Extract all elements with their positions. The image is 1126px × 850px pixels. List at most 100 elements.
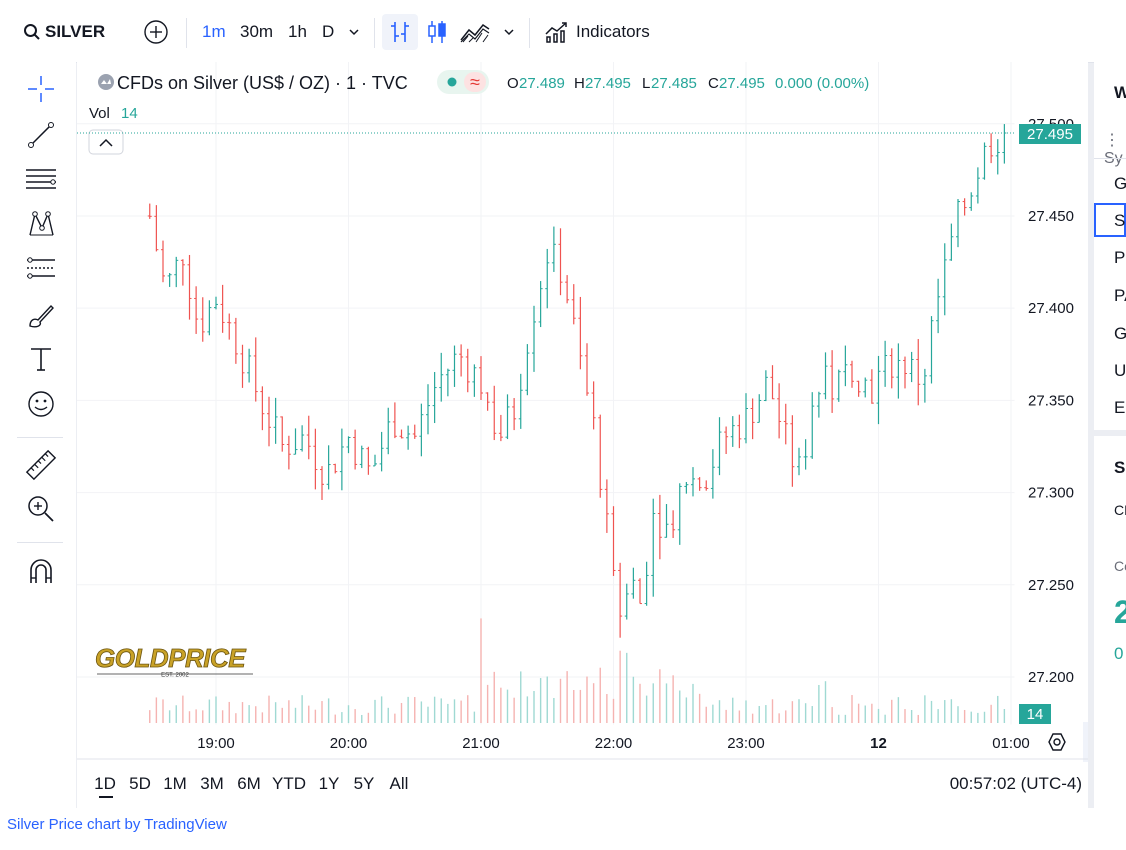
brush-tool[interactable] [24,300,58,334]
watchlist-item[interactable]: EU [1114,398,1126,417]
interval-1h[interactable]: 1h [288,14,307,50]
ohlc-bar [757,394,762,423]
svg-text:C: C [708,75,719,92]
volume-bar [679,690,681,723]
chart-settings-button[interactable] [1048,733,1066,751]
text-icon [28,345,54,378]
volume-bar [824,681,827,723]
ohlc-bar [253,337,258,402]
emoji-tool[interactable] [24,389,58,423]
text-tool[interactable] [24,344,58,378]
chart-pane[interactable]: GOLDPRICE EST. 2002 CFDs on Silver (US$ … [77,62,1088,808]
trend-line-icon [26,120,56,155]
pattern-tool[interactable] [24,209,58,243]
ohlc-bar [267,396,271,447]
time-tick-label: 12 [870,735,887,752]
ohlc-bar [836,369,841,402]
watchlist-item[interactable]: G [1114,324,1126,343]
ohlc-bar [346,436,351,454]
area-chart-button[interactable] [459,14,491,50]
volume-bar [361,714,363,723]
compare-button[interactable] [143,14,169,50]
trend-line-tool[interactable] [24,120,58,154]
volume-bar [831,707,833,723]
details-change: 0 [1114,644,1124,663]
details-symbol: SI [1114,458,1126,477]
ohlc-bar [180,259,185,286]
volume-bar [195,709,197,723]
collapse-legend-button[interactable] [88,129,124,155]
ohlc-bar [843,345,848,387]
chart-caption-link[interactable]: Silver Price chart by TradingView [7,816,227,833]
ohlc-bar [194,286,199,334]
volume-bar [380,696,383,723]
volume-bar [930,700,933,723]
zoom-tool[interactable] [24,494,58,528]
range-button-1m[interactable]: 1M [163,774,187,793]
watchlist-item[interactable]: PA [1114,286,1126,305]
ohlc-bar [810,392,815,459]
watchlist-item[interactable]: U [1114,361,1126,380]
ohlc-bars [147,124,1007,638]
volume-bar [394,713,396,723]
volume-bar [917,714,919,723]
candles-button[interactable] [425,14,449,50]
top-toolbar: SILVER 1m 30m 1h D [7,0,1126,63]
interval-d[interactable]: D [322,14,334,50]
range-button-all[interactable]: All [390,774,409,793]
range-button-6m[interactable]: 6M [237,774,261,793]
watchlist-item[interactable]: PI [1114,248,1126,267]
crosshair-tool[interactable] [24,74,58,108]
clock[interactable]: 00:57:02 (UTC-4) [950,774,1082,793]
indicators-button[interactable]: Indicators [544,14,650,50]
volume-bar [983,711,986,723]
range-button-ytd[interactable]: YTD [272,774,306,793]
price-scale[interactable]: 27.20027.25027.30027.35027.40027.45027.5… [1028,116,1074,686]
ohlc-bar [571,284,576,325]
volume-bar [619,650,621,723]
volume-bar [274,702,277,723]
ruler-tool[interactable] [24,449,58,484]
watchlist-item[interactable]: G [1114,174,1126,193]
range-button-1y[interactable]: 1Y [319,774,340,793]
magnet-tool[interactable] [24,557,58,591]
ohlc-bar [936,278,941,334]
details-type: CF [1114,502,1126,518]
ohlc-bar [783,403,788,445]
ohlc-bar [763,370,768,402]
projection-tool[interactable] [24,254,58,288]
interval-dropdown[interactable] [347,14,361,50]
ohlc-bar [850,360,854,388]
range-button-3m[interactable]: 3M [200,774,224,793]
volume-bar [785,710,787,723]
volume-bar [433,696,436,723]
price-tick-label: 27.300 [1028,485,1074,502]
volume-bar [248,705,250,723]
interval-label: 1h [288,22,307,41]
ohlc-bar [200,297,205,342]
bar-chart-button[interactable] [382,14,418,50]
range-button-5d[interactable]: 5D [129,774,151,793]
ohlc-bar [869,369,874,404]
volume-bar [407,696,409,723]
brush-icon [26,300,56,335]
fib-tool[interactable] [24,165,58,199]
fib-icon [25,166,57,199]
watchlist-item-selected[interactable]: SI [1114,211,1126,230]
time-axis[interactable]: 19:00 20:00 21:00 22:00 23:00 12 01:00 [197,735,1030,752]
range-button-1d[interactable]: 1D [94,774,116,793]
scroll-handle[interactable] [1083,722,1088,762]
interval-30m[interactable]: 30m [240,14,273,50]
volume-bar [977,712,979,723]
interval-1m[interactable]: 1m [202,14,226,50]
volume-bar [871,703,873,723]
ohlc-bar [419,403,424,457]
symbol-search[interactable]: SILVER [23,14,105,50]
ohlc-bar [240,344,245,388]
emoji-icon [26,389,56,424]
range-button-5y[interactable]: 5Y [354,774,375,793]
zoom-icon [26,494,56,529]
svg-text:27.495: 27.495 [719,75,765,92]
price-chart[interactable]: GOLDPRICE EST. 2002 CFDs on Silver (US$ … [77,62,1088,808]
chart-type-dropdown[interactable] [502,14,516,50]
